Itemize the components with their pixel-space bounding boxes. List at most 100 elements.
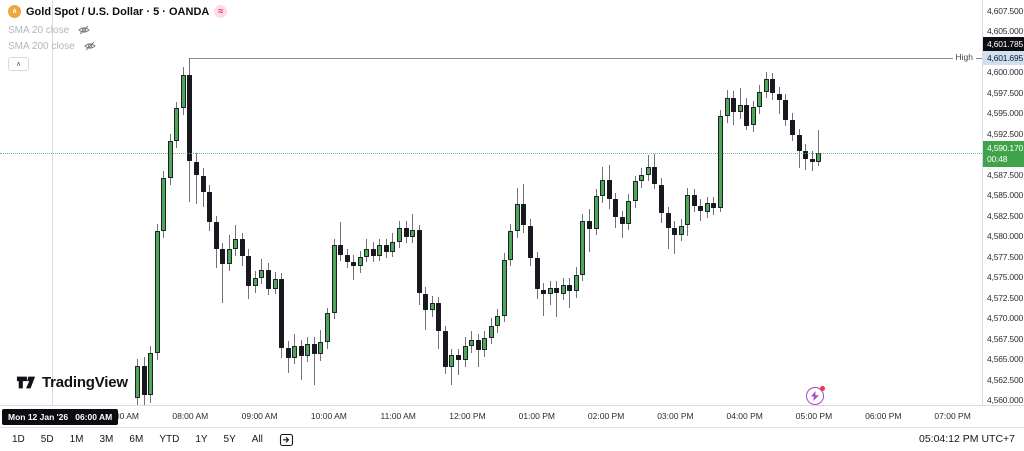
candle-body <box>455 355 461 360</box>
tradingview-logo-text: TradingView <box>42 374 128 391</box>
candle-body <box>809 159 815 163</box>
sma200-label: SMA 200 close <box>8 40 75 52</box>
price-axis-label: 4,600.000 <box>987 67 1024 78</box>
bar-countdown: 00:48 <box>987 154 1008 164</box>
range-button-1d[interactable]: 1D <box>12 434 25 445</box>
candle-body <box>521 204 527 226</box>
bottom-toolbar: 1D 5D 1M 3M 6M YTD 1Y 5Y All 05:04:12 PM UTC+7 <box>0 427 1024 451</box>
candle-body <box>174 108 180 141</box>
legend-collapse-button[interactable]: ∧ <box>8 57 29 71</box>
candle-body <box>626 200 632 224</box>
candle-body <box>364 248 370 257</box>
candle-body <box>298 346 304 356</box>
eye-off-icon[interactable] <box>78 24 90 36</box>
candle-body <box>619 217 625 224</box>
time-axis-label: 04:00 PM <box>726 411 763 421</box>
candle-body <box>763 78 769 92</box>
candle-wick <box>588 209 590 252</box>
high-line-label: High <box>952 52 976 63</box>
candle-body <box>632 181 638 201</box>
session-start-badge: Mon 12 Jan '26 06:00 AM <box>2 409 119 425</box>
candle-wick <box>300 339 302 380</box>
candle-body <box>141 365 147 396</box>
time-axis-label: 03:00 PM <box>657 411 694 421</box>
calendar-icon <box>279 433 293 447</box>
eye-off-icon[interactable] <box>83 40 96 52</box>
tradingview-logo[interactable]: TradingView <box>16 374 128 391</box>
last-price-value: 4,590.170 <box>987 143 1024 153</box>
candle-body <box>541 289 547 295</box>
candle-body <box>580 220 586 275</box>
gold-symbol-icon: ∧ <box>8 5 21 18</box>
candle-body <box>442 331 448 367</box>
candle-body <box>259 269 265 278</box>
symbol-title[interactable]: Gold Spot / U.S. Dollar · 5 · OANDA <box>26 5 210 18</box>
candle-body <box>436 302 442 332</box>
candle-body <box>161 177 167 232</box>
candle-body <box>593 196 599 229</box>
chart-pane[interactable]: High TradingView <box>0 0 982 405</box>
session-high-line[interactable] <box>190 58 982 59</box>
go-to-date-button[interactable] <box>279 432 294 447</box>
price-axis-label: 4,575.000 <box>987 272 1024 283</box>
candle-body <box>377 245 383 256</box>
price-axis-label: 4,595.000 <box>987 108 1024 119</box>
candle-wick <box>778 86 780 114</box>
candle-body <box>776 93 782 101</box>
candle-wick <box>195 152 197 205</box>
candle-body <box>423 293 429 310</box>
sma20-label: SMA 20 close <box>8 24 70 36</box>
candle-body <box>305 343 311 356</box>
candle-body <box>645 167 651 175</box>
candle-body <box>501 259 507 316</box>
range-button-ytd[interactable]: YTD <box>159 434 180 445</box>
range-button-3m[interactable]: 3M <box>99 434 114 445</box>
candle-body <box>200 175 206 192</box>
time-axis[interactable]: 07:00 AM 08:00 AM 09:00 AM 10:00 AM 11:00 AM… <box>0 405 1024 427</box>
range-button-5y[interactable]: 5Y <box>223 434 236 445</box>
range-button-6m[interactable]: 6M <box>129 434 144 445</box>
candle-body <box>528 225 533 259</box>
time-axis-label: 02:00 PM <box>587 411 625 421</box>
last-price-badge: 4,590.170 00:48 <box>983 141 1024 167</box>
candle-body <box>685 195 691 226</box>
symbol-row[interactable]: ∧ Gold Spot / U.S. Dollar · 5 · OANDA ≈ <box>8 5 228 18</box>
candle-body <box>220 249 226 265</box>
price-axis-label: 4,570.000 <box>987 313 1024 324</box>
candle-body <box>475 340 481 351</box>
candle-body <box>796 135 802 151</box>
candle-wick <box>353 255 355 281</box>
candle-wick <box>556 281 558 318</box>
price-axis-label: 4,560.000 <box>987 395 1024 406</box>
magic-action-button[interactable] <box>806 386 825 405</box>
candle-body <box>711 203 717 209</box>
candle-body <box>180 75 186 109</box>
candle-wick <box>313 337 315 385</box>
indicator-row-sma200[interactable]: SMA 200 close <box>8 40 227 52</box>
candle-wick <box>543 282 545 316</box>
candle-body <box>547 287 553 295</box>
candle-body <box>193 161 199 176</box>
candle-body <box>560 284 566 294</box>
range-button-1y[interactable]: 1Y <box>195 434 208 445</box>
candle-body <box>750 107 756 126</box>
candle-body <box>600 179 606 196</box>
candle-body <box>613 199 619 218</box>
range-button-all[interactable]: All <box>251 434 263 445</box>
candle-wick <box>222 242 224 303</box>
server-clock[interactable]: 05:04:12 PM UTC+7 <box>918 433 1015 445</box>
candle-wick <box>739 87 741 119</box>
candle-body <box>357 256 363 267</box>
indicator-row-sma20[interactable]: SMA 20 close <box>8 24 227 36</box>
price-axis[interactable]: 4,607.500 4,605.000 4,600.000 4,597.500 4,59… <box>982 0 1024 427</box>
time-axis-label: 05:00 PM <box>795 411 833 421</box>
candle-body <box>324 313 330 342</box>
candle-body <box>252 278 258 287</box>
range-button-1m[interactable]: 1M <box>69 434 84 445</box>
range-button-5d[interactable]: 5D <box>40 434 54 445</box>
market-status-icon[interactable]: ≈ <box>214 5 228 18</box>
lightning-icon <box>811 391 819 401</box>
candle-body <box>429 302 435 310</box>
legend: ∧ Gold Spot / U.S. Dollar · 5 · OANDA ≈ … <box>8 5 228 71</box>
